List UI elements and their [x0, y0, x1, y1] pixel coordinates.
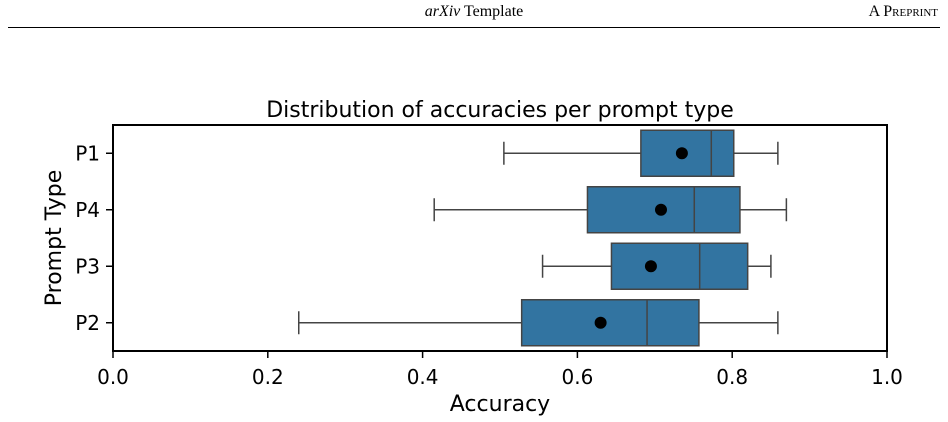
mean-marker-p1: [675, 147, 688, 160]
box-p2: [298, 299, 779, 347]
y-axis-label: Prompt Type: [42, 170, 67, 306]
box-p4: [433, 186, 788, 234]
x-tick-label: 0.6: [561, 365, 593, 389]
x-tick-label: 0.8: [716, 365, 748, 389]
running-header-title: arXiv Template: [0, 3, 948, 21]
mean-marker-p4: [654, 203, 667, 216]
mean-marker-p2: [594, 316, 607, 329]
iqr-box-p3: [610, 242, 749, 290]
header-arxiv: arXiv: [424, 3, 461, 20]
box-p3: [541, 242, 772, 290]
x-axis: 0.0 0.2 0.4 0.6 0.8 1.0: [97, 351, 903, 389]
x-tick-label: 0.0: [97, 365, 129, 389]
running-header-right: A Preprint: [868, 3, 938, 20]
y-axis: P1 P4 P3 P2: [75, 141, 113, 335]
x-tick-label: 1.0: [871, 365, 903, 389]
plot-frame: [112, 124, 888, 352]
mean-marker-p3: [644, 260, 657, 273]
x-tick-label: 0.2: [252, 365, 284, 389]
y-tick-label-p2: P2: [75, 311, 100, 335]
y-tick-label-p1: P1: [75, 141, 100, 165]
header-rule: [8, 27, 940, 28]
box-p1: [503, 129, 779, 177]
chart-title: Distribution of accuracies per prompt ty…: [266, 98, 734, 123]
x-tick-label: 0.4: [407, 365, 439, 389]
y-tick-label-p3: P3: [75, 254, 100, 278]
box-group: [298, 129, 788, 347]
x-axis-label: Accuracy: [450, 392, 550, 417]
iqr-box-p2: [520, 299, 700, 347]
y-tick-label-p4: P4: [75, 198, 100, 222]
header-template: Template: [460, 3, 524, 20]
